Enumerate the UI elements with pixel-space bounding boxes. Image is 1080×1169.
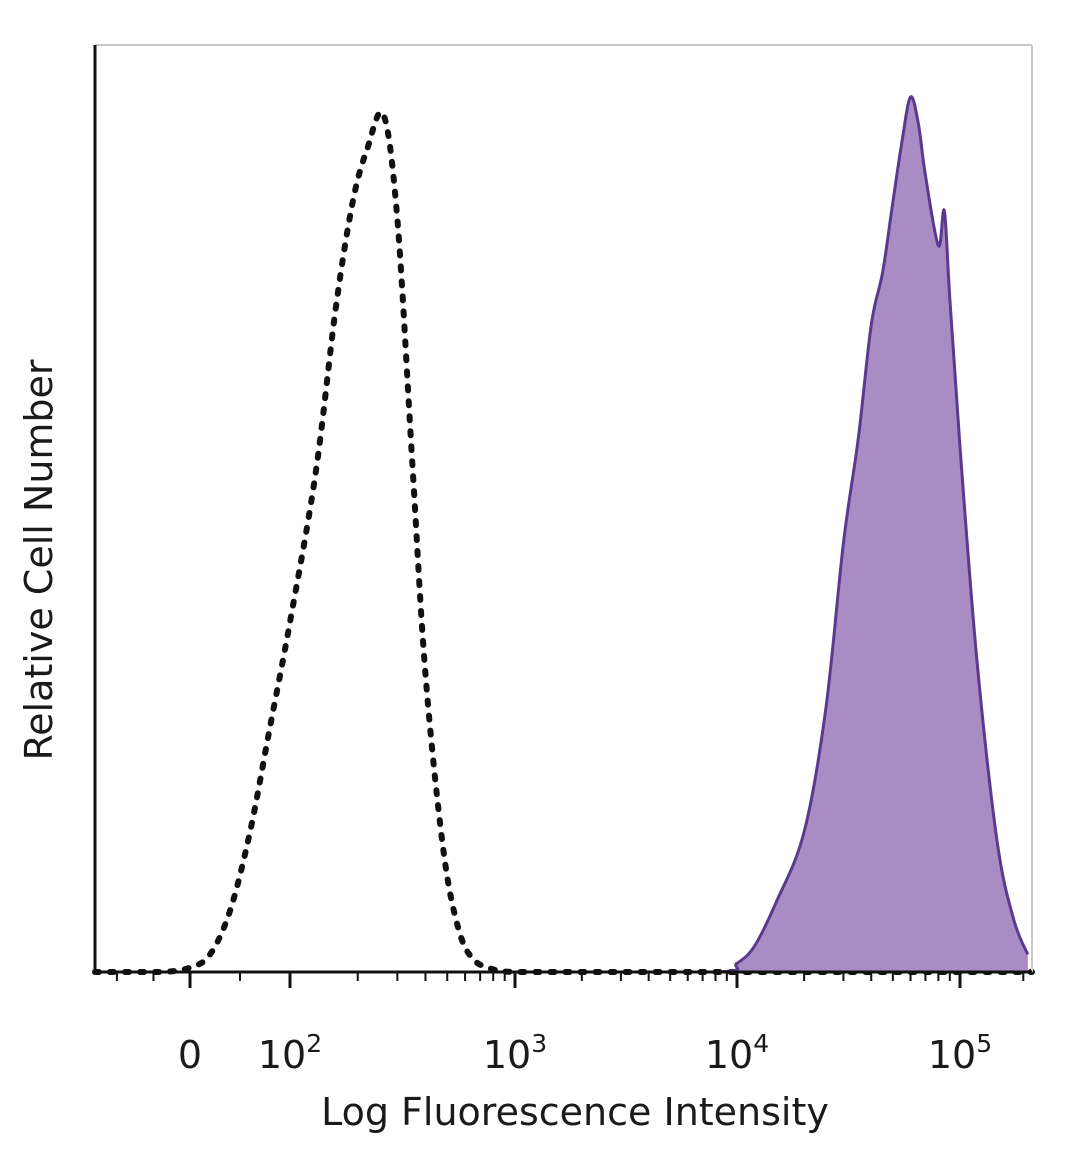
x-tick-label: 105 (928, 1029, 992, 1077)
x-axis-ticks: 0 102 103 104 105 (115, 972, 1025, 1077)
series-layer (92, 95, 1035, 976)
plot-frame (93, 44, 1033, 974)
x-axis-title: Log Fluorescence Intensity (321, 1090, 829, 1134)
x-tick-label: 104 (705, 1029, 769, 1077)
stained-histogram-fill (95, 96, 1028, 972)
y-axis-title: Relative Cell Number (17, 359, 61, 760)
x-tick-label: 103 (483, 1029, 547, 1077)
x-tick-label: 0 (178, 1033, 202, 1077)
x-tick-label: 102 (258, 1029, 322, 1077)
